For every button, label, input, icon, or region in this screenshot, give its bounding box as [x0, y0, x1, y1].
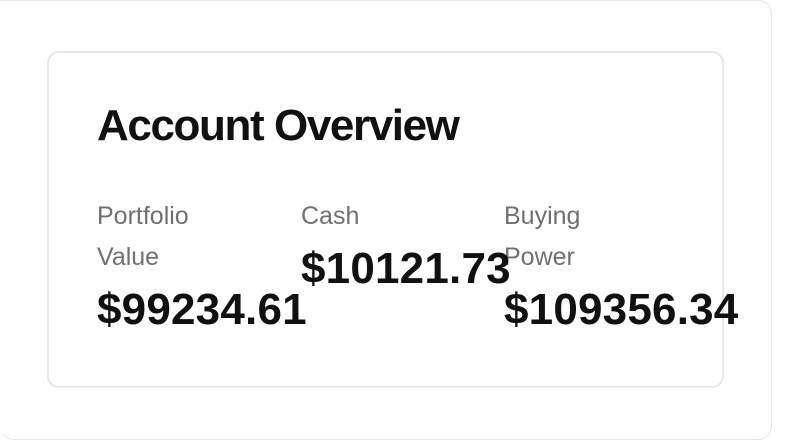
buying-power-amount: $109356.34: [504, 285, 739, 334]
portfolio-value-label: Portfolio Value: [97, 202, 189, 271]
cash-label: Cash: [301, 202, 360, 230]
portfolio-value-amount: $99234.61: [97, 285, 307, 334]
card-title: Account Overview: [97, 101, 460, 150]
buying-power-label: Buying Power: [504, 202, 581, 271]
account-overview-card: [47, 51, 724, 388]
cash-amount: $10121.73: [301, 244, 511, 293]
